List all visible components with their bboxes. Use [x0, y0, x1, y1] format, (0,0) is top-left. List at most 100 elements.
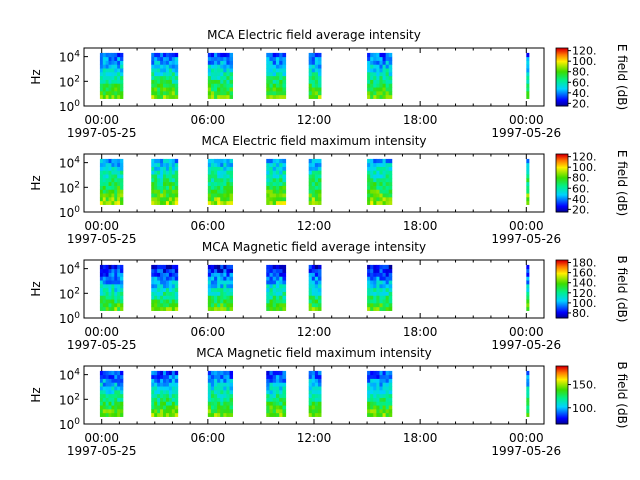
spectrogram-cell: [272, 181, 277, 186]
spectrogram-cell: [99, 189, 104, 194]
spectrogram-cell: [210, 268, 215, 273]
spectrogram-cell: [367, 408, 371, 414]
spectrogram-cell: [275, 200, 280, 205]
spectrogram-cell: [279, 264, 283, 270]
colorbar-swatch: [556, 84, 568, 87]
spectrogram-cell: [526, 389, 530, 395]
spectrogram-cell: [266, 283, 270, 289]
colorbar-swatch: [556, 86, 568, 89]
spectrogram-cell: [108, 87, 112, 92]
spectrogram-cell: [165, 68, 170, 73]
spectrogram-cell: [210, 83, 215, 88]
spectrogram-cell: [157, 295, 161, 300]
spectrogram-cell: [379, 401, 383, 406]
spectrogram-cell: [308, 189, 313, 194]
spectrogram-cell: [151, 272, 155, 277]
colorbar-swatch: [556, 303, 568, 305]
spectrogram-cell: [311, 193, 316, 198]
spectrogram-cell: [379, 374, 383, 379]
spectrogram-cell: [165, 87, 170, 92]
spectrogram-cell: [168, 83, 173, 88]
spectrogram-cell: [171, 276, 176, 281]
spectrogram-cell: [207, 79, 212, 84]
spectrogram-cell: [174, 287, 179, 292]
spectrogram-cell: [171, 71, 176, 77]
spectrogram-cell: [102, 287, 107, 292]
spectrogram-cell: [111, 302, 115, 308]
colorbar-swatch: [556, 201, 568, 203]
spectrogram-cell: [105, 393, 109, 398]
spectrogram-cell: [382, 264, 387, 270]
spectrogram-cell: [272, 397, 277, 402]
colorbar-swatch: [556, 199, 568, 201]
spectrogram-cell: [160, 75, 164, 80]
spectrogram-cell: [220, 370, 224, 376]
spectrogram-cell: [308, 177, 313, 183]
spectrogram-cell: [102, 60, 107, 65]
spectrogram-cell: [226, 299, 230, 304]
spectrogram-cell: [214, 272, 218, 277]
spectrogram-cell: [108, 389, 112, 395]
spectrogram-cell: [217, 386, 221, 391]
spectrogram-cell: [157, 68, 161, 73]
spectrogram-cell: [382, 397, 387, 402]
colorbar-swatch: [556, 191, 568, 194]
colorbar-swatch: [556, 264, 568, 267]
spectrogram-cell: [102, 370, 107, 376]
spectrogram-cell: [269, 94, 274, 99]
spectrogram-cell: [382, 378, 387, 383]
spectrogram-cell: [379, 397, 383, 402]
colorbar-swatch: [556, 381, 568, 383]
spectrogram-cell: [311, 196, 316, 202]
spectrogram-cell: [282, 382, 287, 387]
spectrogram-cell: [117, 174, 121, 179]
spectrogram-cell: [174, 370, 179, 376]
spectrogram-cell: [226, 189, 230, 194]
spectrogram-cell: [220, 200, 224, 205]
spectrogram-cell: [266, 166, 270, 171]
spectrogram-cell: [311, 75, 316, 80]
spectrogram-cell: [154, 382, 158, 387]
spectrogram-cell: [370, 283, 374, 289]
spectrogram-cell: [151, 170, 155, 175]
spectrogram-cell: [308, 166, 313, 171]
spectrogram-cell: [214, 64, 218, 69]
spectrogram-cell: [171, 90, 176, 96]
spectrogram-cell: [382, 272, 387, 277]
spectrogram-cell: [105, 291, 109, 296]
spectrogram-cell: [105, 295, 109, 300]
colorbar-tick-label: 80.: [572, 66, 590, 79]
spectrogram-cell: [117, 370, 121, 376]
spectrogram-cell: [114, 412, 118, 417]
colorbar-swatch: [556, 287, 568, 289]
colorbar-swatch: [556, 163, 568, 166]
spectrogram-cell: [117, 170, 121, 175]
colorbar-swatch: [556, 67, 568, 69]
spectrogram-cell: [151, 405, 155, 410]
spectrogram-cell: [229, 200, 234, 205]
spectrogram-cell: [171, 94, 176, 99]
spectrogram-cell: [282, 276, 287, 281]
spectrogram-cell: [165, 170, 170, 175]
spectrogram-cell: [114, 378, 118, 383]
spectrogram-cell: [266, 386, 270, 391]
spectrogram-cell: [108, 401, 112, 406]
spectrogram-cell: [388, 283, 393, 289]
spectrogram-cell: [111, 177, 115, 183]
spectrogram-cell: [272, 299, 277, 304]
colorbar-swatch: [556, 288, 568, 290]
data-segment: [151, 158, 179, 205]
spectrogram-cell: [370, 64, 374, 69]
spectrogram-cell: [105, 200, 109, 205]
data-segment: [99, 264, 124, 311]
spectrogram-cell: [385, 174, 390, 179]
spectrogram-cell: [279, 174, 283, 179]
spectrogram-cell: [317, 170, 322, 175]
spectrogram-cell: [114, 83, 118, 88]
spectrogram-cell: [174, 401, 179, 406]
spectrogram-cell: [275, 52, 280, 58]
spectrogram-cell: [282, 185, 287, 190]
spectrogram-cell: [207, 158, 212, 164]
spectrogram-cell: [226, 291, 230, 296]
colorbar-swatch: [556, 54, 568, 57]
